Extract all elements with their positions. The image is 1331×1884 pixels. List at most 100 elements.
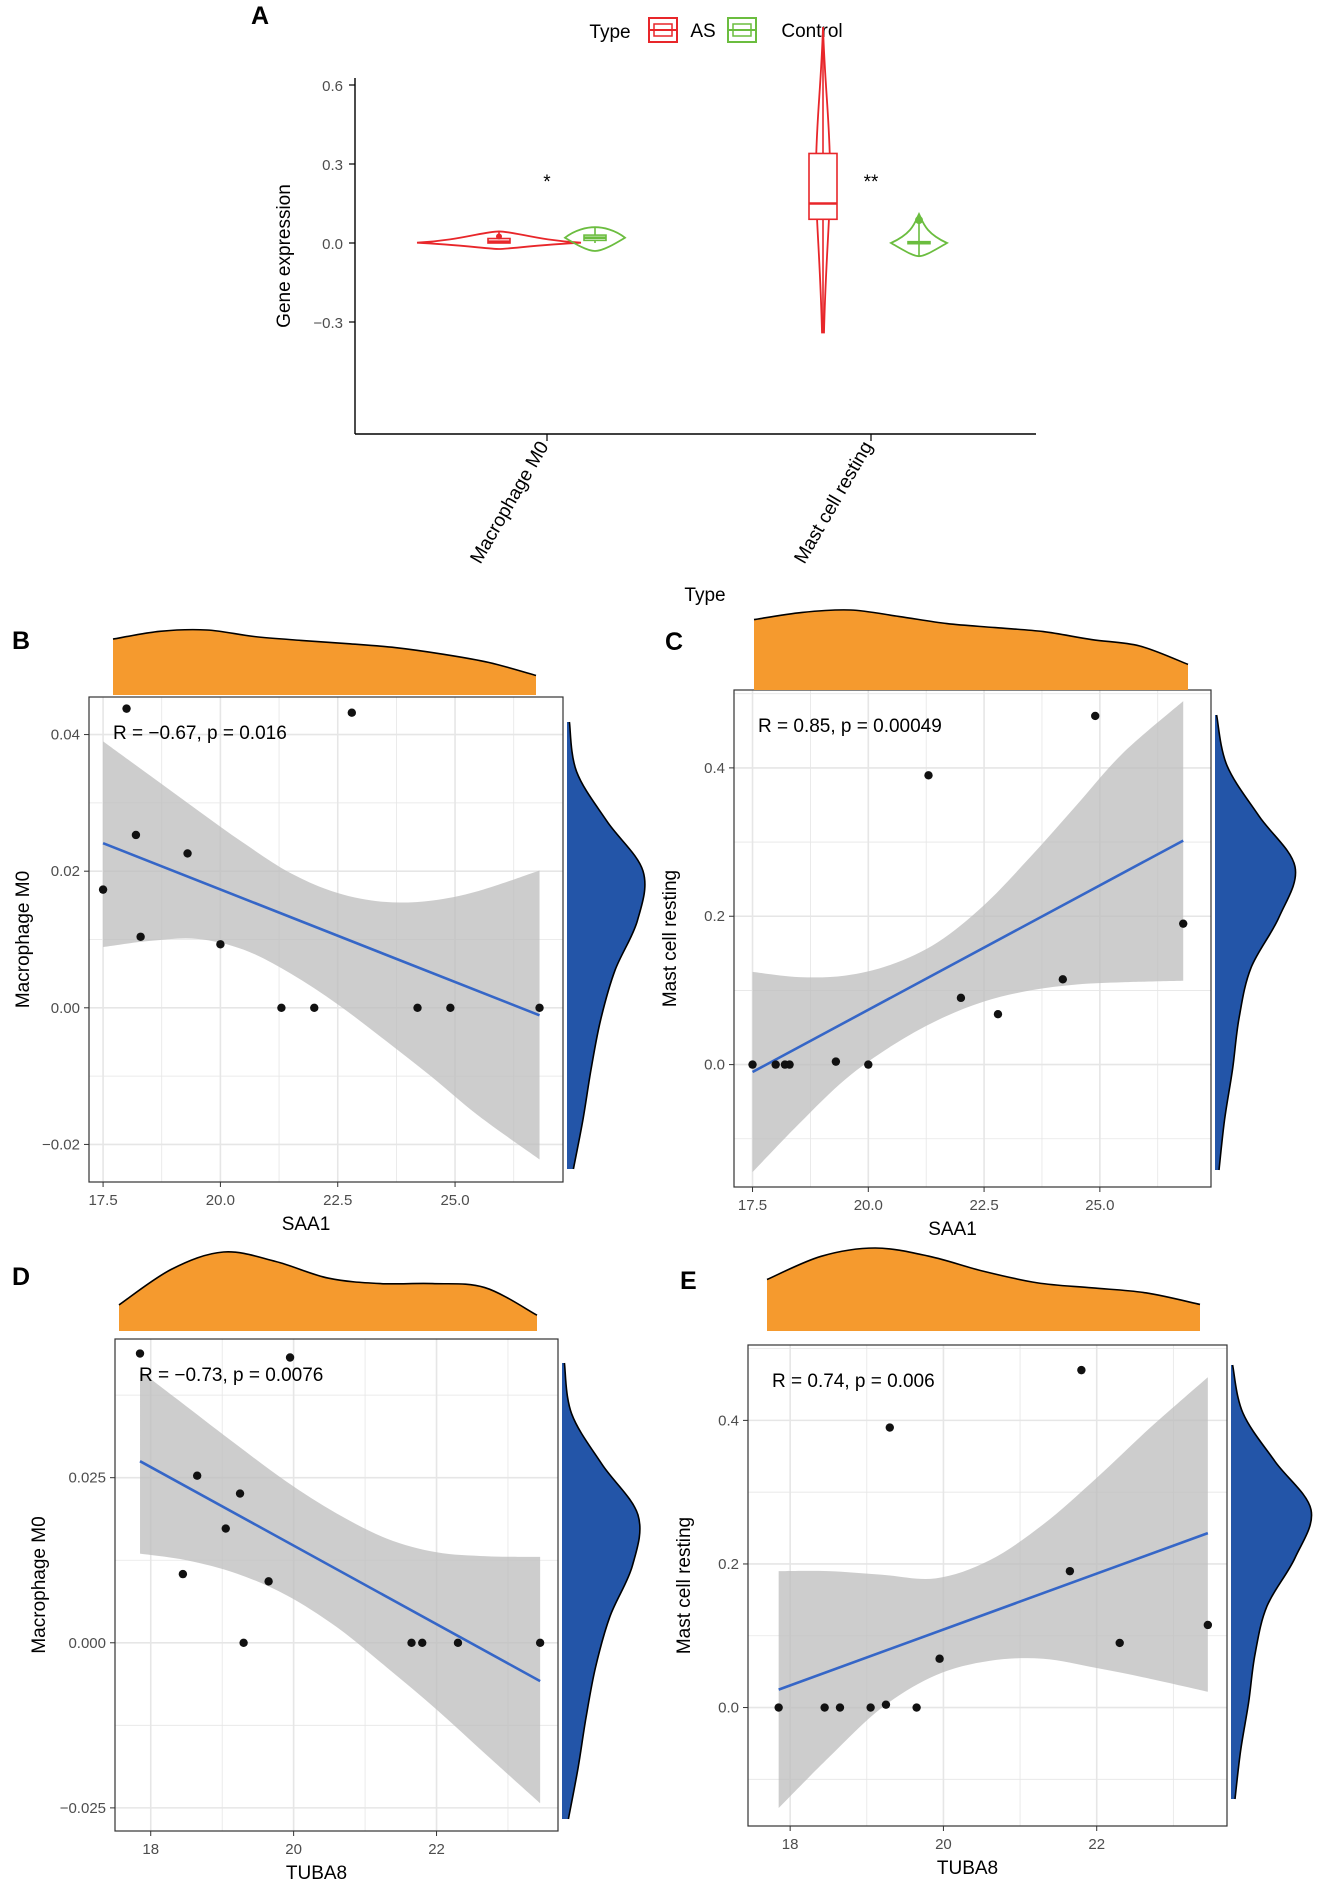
y-tick-label: 0.3 [322,157,343,174]
data-point [136,932,145,941]
correlation-annotation: R = 0.74, p = 0.006 [772,1371,935,1392]
correlation-annotation: R = 0.85, p = 0.00049 [758,716,942,737]
y-tick-label: 0.0 [704,1057,725,1074]
plot-border [747,1344,1228,1827]
legend-label-as: AS [690,21,715,42]
x-tick-label: 20 [935,1836,952,1853]
violin-control [563,226,627,252]
x-tick-label: 20.0 [206,1192,235,1209]
x-axis-label: SAA1 [928,1219,977,1240]
data-point [831,1057,841,1066]
y-tick-label: 0.04 [51,727,80,744]
panel-c: C 17.5 20.0 22.5 25.0 0.0 0.2 0.4 SAA1 Mast cell … [660,609,1297,1240]
y-tick-label: 0.6 [322,78,343,95]
plot-border [114,1338,559,1832]
x-axis-label: TUBA8 [937,1858,998,1879]
data-point [135,1349,145,1358]
confidence-band [140,1370,541,1804]
outlier-point [496,233,502,240]
data-point [216,940,225,949]
data-point [1065,1566,1075,1576]
data-point [774,1703,783,1712]
data-point [192,1471,202,1480]
data-point [864,1060,873,1069]
marginal-x-outline [112,628,537,677]
correlation-annotation: R = −0.73, p = 0.0076 [139,1365,323,1386]
marginal-x-density [113,629,536,695]
legend-key-box [732,23,752,37]
y-tick-label: 0.2 [718,1556,739,1573]
data-point [418,1638,427,1647]
data-point [1091,711,1100,721]
y-axis-label: Mast cell resting [674,1517,695,1654]
marginal-y-density [1215,715,1296,1170]
y-tick-label: 0.2 [704,908,725,925]
marginal-x-density [754,609,1188,690]
marginal-y-outline [1231,1364,1313,1800]
data-point [98,885,108,894]
marginal-y-outline [563,1362,641,1820]
y-tick-label: −0.02 [42,1136,80,1153]
marginal-x-density [119,1251,537,1331]
y-axis-label: Mast cell resting [660,870,681,1007]
data-point [785,1060,794,1069]
y-tick-label: 0.000 [68,1635,106,1652]
y-tick-label: 0.4 [718,1412,739,1429]
marginal-x-outline [766,1247,1201,1306]
panel-label-b: B [12,627,30,655]
marginal-y-density [562,1363,640,1819]
legend-label-control: Control [781,21,842,42]
data-point [446,1003,455,1013]
data-point [453,1638,463,1647]
data-point [131,830,141,840]
data-point [1058,975,1068,984]
data-point [221,1524,230,1533]
data-point [866,1703,875,1712]
significance-mark: * [543,172,551,193]
x-tick-label: 17.5 [738,1197,767,1214]
data-point [935,1654,944,1663]
data-point [912,1703,921,1712]
confidence-band [778,1377,1208,1809]
data-point [993,1009,1003,1019]
violin-control [889,212,949,258]
correlation-annotation: R = −0.67, p = 0.016 [113,723,287,744]
significance-mark: ** [864,172,879,193]
x-tick-label: 18 [142,1841,159,1858]
regression-line [102,841,541,1017]
confidence-band [752,701,1184,1173]
outlier-point [915,216,923,225]
y-tick-label: 0.4 [704,760,725,777]
confidence-band [103,741,540,1160]
panel-a: A Type AS Control −0.3 0.0 0.3 0.6 Gene expressi… [251,2,1036,606]
marginal-x-outline [753,609,1189,666]
x-axis-label: TUBA8 [286,1863,347,1884]
panel-d: D 18 20 22 −0.025 0.000 0.025 TUBA8 Macrophage M… [12,1251,641,1884]
data-point [1179,919,1188,928]
marginal-y-density [567,722,645,1169]
panel-label-c: C [665,628,683,656]
data-point [1077,1365,1086,1375]
x-tick-label: 22 [1088,1836,1105,1853]
marginal-y-outline [568,721,646,1170]
marginal-y-outline [1215,714,1297,1171]
y-tick-label: 0.02 [51,863,80,880]
x-tick-label: 25.0 [1085,1197,1114,1214]
data-point [235,1489,245,1498]
y-tick-label: 0.025 [68,1470,106,1487]
x-axis-label: Type [684,585,725,606]
data-point [535,1003,544,1013]
data-point [413,1003,422,1013]
x-tick-label: 22.5 [969,1197,998,1214]
x-tick-label: 25.0 [440,1192,469,1209]
data-point [535,1638,545,1647]
data-point [885,1423,894,1432]
data-point [264,1577,273,1586]
panel-b: B 17.5 20.0 22.5 25.0 −0.02 0.00 0.02 0.04 SAA1 Ma… [12,627,646,1235]
data-point [771,1060,780,1069]
legend-key-box [653,23,673,37]
panel-label-a: A [251,2,269,30]
y-tick-label: −0.025 [60,1800,106,1817]
x-tick-label: Mast cell resting [791,438,878,567]
